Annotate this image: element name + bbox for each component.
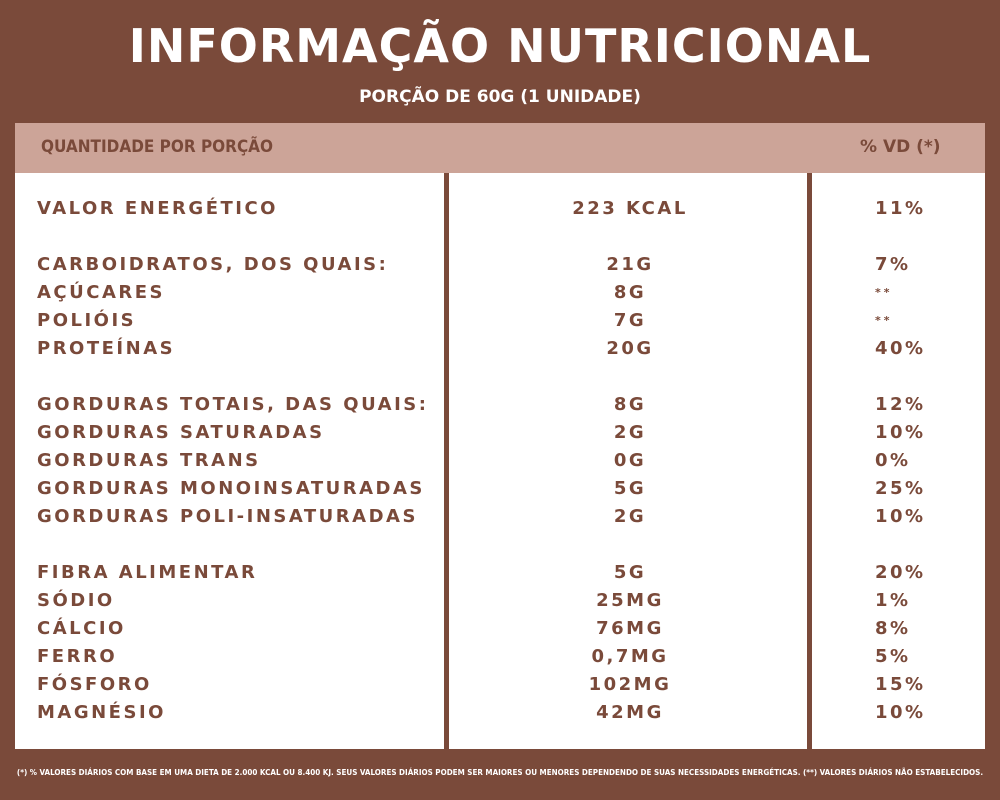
column-divider-right <box>807 173 812 749</box>
table-row: GORDURAS MONOINSATURADAS 5G 25% <box>15 475 985 503</box>
column-header-quantity: QUANTIDADE POR PORÇÃO <box>41 137 274 157</box>
table-row: CARBOIDRATOS, DOS QUAIS: 21G 7% <box>15 251 985 279</box>
nutrient-daily-value: 10% <box>875 422 926 443</box>
nutrient-daily-value: 40% <box>875 338 926 359</box>
nutrient-name: SÓDIO <box>37 590 115 611</box>
nutrient-quantity: 42MG <box>596 702 664 723</box>
nutrient-quantity: 8G <box>613 394 647 415</box>
nutrient-name: FERRO <box>37 646 118 667</box>
nutrient-quantity: 102MG <box>588 674 672 695</box>
nutrient-quantity: 8G <box>613 282 647 303</box>
nutrient-daily-value: 10% <box>875 702 926 723</box>
nutrient-quantity: 76MG <box>596 618 664 639</box>
nutrient-quantity: 223 KCAL <box>572 198 688 219</box>
nutrient-daily-value: 10% <box>875 506 926 527</box>
table-row: MAGNÉSIO 42MG 10% <box>15 699 985 727</box>
nutrient-daily-value: 8% <box>875 618 911 639</box>
nutrient-daily-value: ** <box>875 314 893 327</box>
nutrient-daily-value: 7% <box>875 254 911 275</box>
nutrient-quantity: 0G <box>613 450 647 471</box>
nutrient-name: MAGNÉSIO <box>37 702 166 723</box>
nutrient-name: CARBOIDRATOS, DOS QUAIS: <box>37 254 389 275</box>
table-row: GORDURAS SATURADAS 2G 10% <box>15 419 985 447</box>
table-row: POLIÓIS 7G ** <box>15 307 985 335</box>
table-row: PROTEÍNAS 20G 40% <box>15 335 985 363</box>
nutrient-quantity: 2G <box>613 506 647 527</box>
footnote: (*) % VALORES DIÁRIOS COM BASE EM UMA DI… <box>16 768 984 777</box>
nutrient-quantity: 5G <box>613 562 647 583</box>
nutrient-daily-value: 25% <box>875 478 926 499</box>
nutrition-table: QUANTIDADE POR PORÇÃO % VD (*) VALOR ENE… <box>15 123 985 749</box>
nutrient-name: POLIÓIS <box>37 310 137 331</box>
nutrient-quantity: 2G <box>613 422 647 443</box>
table-row: FIBRA ALIMENTAR 5G 20% <box>15 559 985 587</box>
nutrient-daily-value: 20% <box>875 562 926 583</box>
nutrient-quantity: 20G <box>606 338 654 359</box>
table-row: GORDURAS TOTAIS, DAS QUAIS: 8G 12% <box>15 391 985 419</box>
nutrient-name: GORDURAS TRANS <box>37 450 261 471</box>
page-title: INFORMAÇÃO NUTRICIONAL <box>128 19 872 73</box>
serving-size: PORÇÃO DE 60G (1 UNIDADE) <box>359 87 641 107</box>
table-row: VALOR ENERGÉTICO 223 KCAL 11% <box>15 195 985 223</box>
nutrient-daily-value: 1% <box>875 590 911 611</box>
nutrient-quantity: 0,7MG <box>591 646 669 667</box>
nutrient-name: FIBRA ALIMENTAR <box>37 562 258 583</box>
nutrient-name: GORDURAS POLI-INSATURADAS <box>37 506 418 527</box>
table-row: GORDURAS TRANS 0G 0% <box>15 447 985 475</box>
nutrient-name: FÓSFORO <box>37 674 152 695</box>
nutrient-name: GORDURAS SATURADAS <box>37 422 325 443</box>
nutrient-daily-value: 0% <box>875 450 911 471</box>
table-row: FERRO 0,7MG 5% <box>15 643 985 671</box>
nutrient-daily-value: 5% <box>875 646 911 667</box>
nutrient-daily-value: 12% <box>875 394 926 415</box>
table-row: CÁLCIO 76MG 8% <box>15 615 985 643</box>
table-row: SÓDIO 25MG 1% <box>15 587 985 615</box>
nutrient-quantity: 5G <box>613 478 647 499</box>
nutrient-daily-value: 15% <box>875 674 926 695</box>
nutrient-quantity: 7G <box>613 310 647 331</box>
nutrient-name: GORDURAS MONOINSATURADAS <box>37 478 425 499</box>
table-header: QUANTIDADE POR PORÇÃO % VD (*) <box>15 123 985 173</box>
nutrient-daily-value: ** <box>875 286 893 299</box>
table-row: GORDURAS POLI-INSATURADAS 2G 10% <box>15 503 985 531</box>
nutrient-daily-value: 11% <box>875 198 926 219</box>
table-row: AÇÚCARES 8G ** <box>15 279 985 307</box>
nutrient-name: GORDURAS TOTAIS, DAS QUAIS: <box>37 394 429 415</box>
column-divider-left <box>444 173 449 749</box>
nutrient-quantity: 21G <box>606 254 654 275</box>
nutrient-name: VALOR ENERGÉTICO <box>37 198 278 219</box>
column-header-daily-value: % VD (*) <box>860 137 941 157</box>
table-row: FÓSFORO 102MG 15% <box>15 671 985 699</box>
nutrient-name: AÇÚCARES <box>37 282 166 303</box>
nutrient-quantity: 25MG <box>596 590 664 611</box>
nutrient-name: PROTEÍNAS <box>37 338 176 359</box>
nutrient-name: CÁLCIO <box>37 618 126 639</box>
